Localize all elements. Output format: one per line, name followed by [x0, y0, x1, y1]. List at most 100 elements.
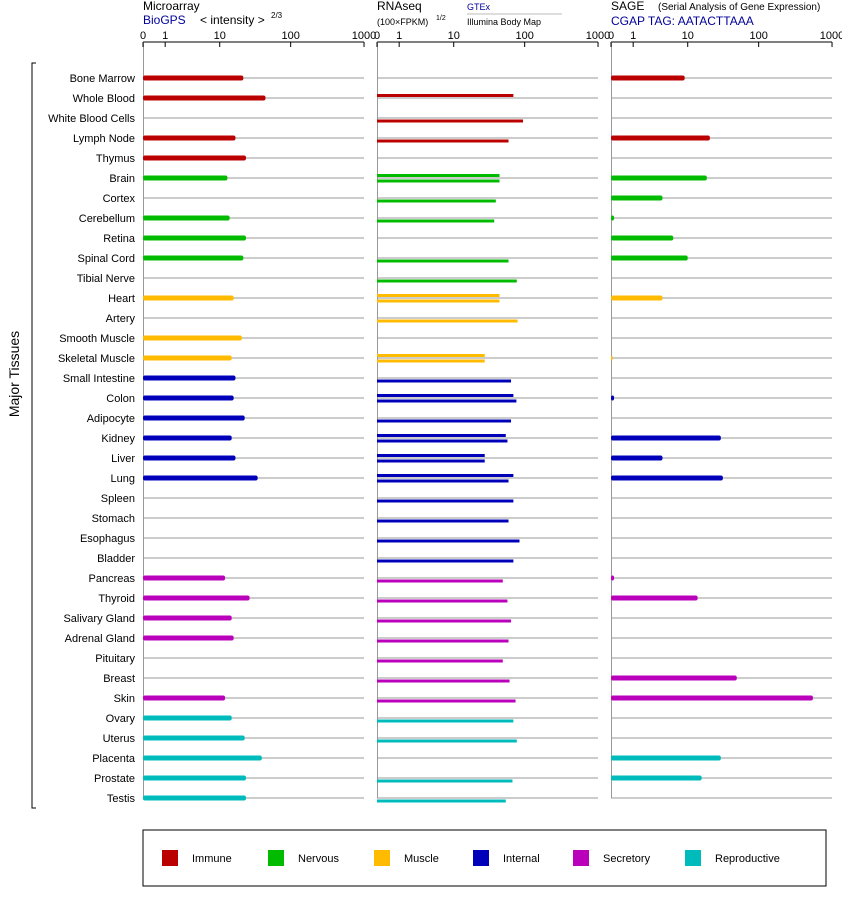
microarray-bar: [143, 75, 244, 81]
sage-header: SAGE (Serial Analysis of Gene Expression…: [611, 0, 820, 28]
tissue-row: Retina: [103, 233, 832, 245]
sage-bar: [611, 675, 737, 681]
sage-axis: 0 1 10 100 1000: [608, 30, 842, 798]
tissue-label: Kidney: [101, 433, 135, 445]
rnaseq-unit-label: (100×FPKM): [377, 17, 428, 27]
rnaseq-illumina-bar: [377, 719, 514, 723]
tissue-row: Testis: [107, 793, 832, 805]
rnaseq-tick-label: 100: [515, 30, 533, 42]
microarray-tick-label: 10: [214, 30, 226, 42]
tissue-label: Thymus: [96, 153, 136, 165]
tissue-label: Testis: [107, 793, 136, 805]
rnaseq-axis: 0 1 10 100 1000: [374, 30, 610, 798]
tissue-label: Cerebellum: [79, 213, 135, 225]
rnaseq-illumina-bar: [377, 619, 512, 623]
rnaseq-illumina-bar: [377, 319, 518, 323]
tissue-label: Colon: [106, 393, 135, 405]
legend-label: Immune: [192, 853, 232, 865]
microarray-bar: [143, 335, 242, 341]
rnaseq-illumina-bar: [377, 379, 512, 383]
rnaseq-illumina-bar: [377, 579, 503, 583]
microarray-bar: [143, 695, 226, 701]
microarray-bar: [143, 395, 234, 401]
microarray-bar: [143, 435, 232, 441]
rnaseq-illumina-bar: [377, 539, 520, 543]
sage-bar: [611, 475, 723, 481]
tissue-row: Uterus: [103, 733, 832, 745]
tissue-label: Skin: [114, 693, 135, 705]
tissue-row: Pituitary: [95, 653, 832, 665]
microarray-bar: [143, 135, 236, 141]
tissue-row: Smooth Muscle: [59, 333, 832, 345]
tissue-row: Bladder: [97, 553, 832, 565]
tissue-label: Uterus: [103, 733, 136, 745]
legend-item: Reproductive: [685, 850, 780, 866]
sage-bar: [611, 455, 663, 461]
tissue-row: Liver: [111, 453, 832, 465]
sage-bar: [611, 395, 615, 401]
tissue-label: Lymph Node: [73, 133, 135, 145]
legend-label: Reproductive: [715, 853, 780, 865]
legend-label: Muscle: [404, 853, 439, 865]
tissue-row: Brain: [109, 173, 832, 185]
rnaseq-gtex-bar: [377, 454, 485, 457]
microarray-bar: [143, 415, 245, 421]
sage-tick-label: 10: [682, 30, 694, 42]
legend-swatch: [374, 850, 390, 866]
microarray-axis: 0 1 10 100 1000: [140, 30, 376, 798]
microarray-bar: [143, 475, 258, 481]
rnaseq-gtex-bar: [377, 474, 514, 477]
rnaseq-illumina-bar: [377, 419, 512, 423]
rnaseq-illumina-bar: [377, 139, 509, 143]
microarray-bar: [143, 175, 228, 181]
tissue-row: Thymus: [96, 153, 832, 165]
sage-bar: [611, 755, 721, 761]
sage-bar: [611, 195, 663, 201]
tissue-row: Esophagus: [80, 533, 832, 545]
rnaseq-tick-label: 10: [448, 30, 460, 42]
tissue-row: Bone Marrow: [70, 73, 832, 85]
sage-bar: [611, 295, 663, 301]
rnaseq-illumina-bar: [377, 399, 517, 403]
cgap-tag-link[interactable]: CGAP TAG: AATACTTAAA: [611, 14, 754, 28]
tissue-row: Heart: [108, 293, 832, 305]
rnaseq-illumina-bar: [377, 179, 500, 183]
microarray-bar: [143, 775, 246, 781]
tissue-label: Esophagus: [80, 533, 136, 545]
tissue-label: Thyroid: [98, 593, 135, 605]
sage-bar: [611, 695, 813, 701]
tissue-label: Artery: [106, 313, 136, 325]
legend-item: Secretory: [573, 850, 651, 866]
microarray-bar: [143, 295, 234, 301]
tissue-row: Adrenal Gland: [65, 633, 832, 645]
legend-swatch: [162, 850, 178, 866]
legend-item: Internal: [473, 850, 540, 866]
tissue-row: Placenta: [92, 753, 832, 765]
tissue-row: Lung: [111, 473, 832, 485]
tissue-label: Bone Marrow: [70, 73, 135, 85]
tissue-label: Breast: [103, 673, 135, 685]
microarray-tick-label: 1000: [352, 30, 376, 42]
microarray-bar: [143, 755, 262, 761]
tissue-label: Small Intestine: [63, 373, 135, 385]
sage-bar: [611, 595, 698, 601]
sage-title: SAGE: [611, 0, 644, 13]
microarray-bar: [143, 795, 246, 801]
gtex-link[interactable]: GTEx: [467, 2, 491, 12]
legend-label: Nervous: [298, 853, 339, 865]
tissue-row: Thyroid: [98, 593, 832, 605]
tissue-label: Pituitary: [95, 653, 135, 665]
sage-tick-label: 1: [630, 30, 636, 42]
microarray-bar: [143, 455, 236, 461]
legend-item: Muscle: [374, 850, 439, 866]
legend: Immune Nervous Muscle Internal Secretory Repr…: [142, 829, 827, 887]
legend-swatch: [473, 850, 489, 866]
illumina-body-map-label: Illumina Body Map: [467, 17, 541, 27]
biogps-link[interactable]: BioGPS: [143, 13, 186, 27]
rnaseq-illumina-bar: [377, 679, 510, 683]
tissue-label: Salivary Gland: [63, 613, 135, 625]
rnaseq-unit-exponent: 1/2: [436, 15, 446, 22]
rnaseq-illumina-bar: [377, 559, 514, 563]
rnaseq-illumina-bar: [377, 439, 508, 443]
